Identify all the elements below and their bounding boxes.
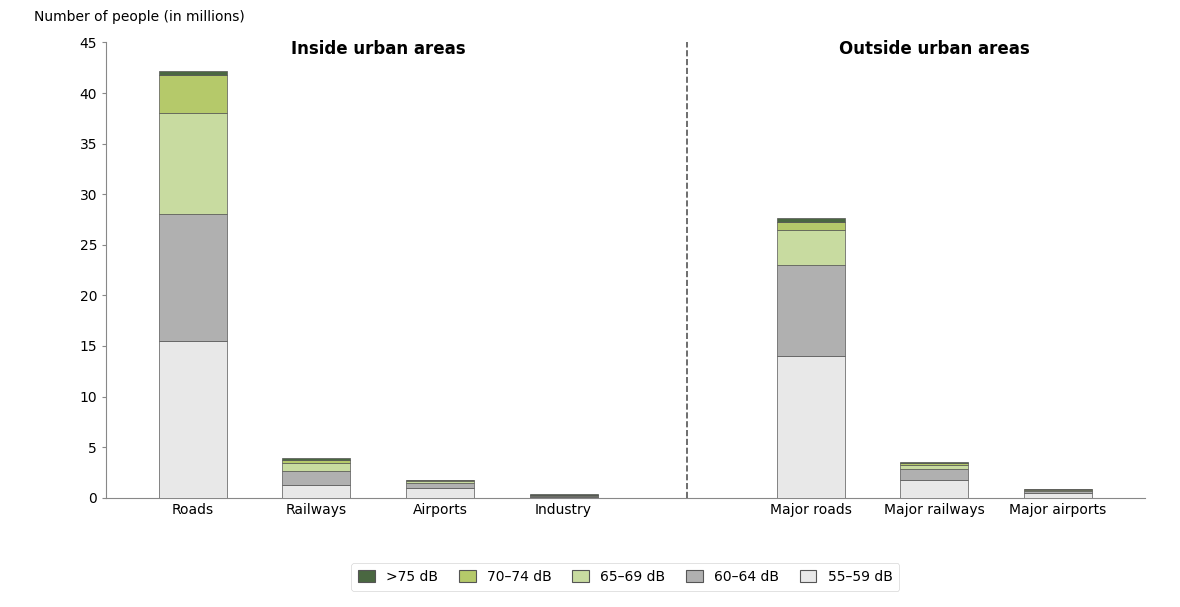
Bar [530, 496, 597, 497]
Bar [776, 356, 845, 498]
Bar [776, 222, 845, 229]
Text: Number of people (in millions): Number of people (in millions) [33, 10, 244, 24]
Bar [282, 458, 350, 460]
Text: Inside urban areas: Inside urban areas [290, 39, 465, 58]
Bar [406, 487, 474, 498]
Bar [776, 229, 845, 265]
Bar [159, 71, 227, 75]
Bar [1024, 493, 1092, 498]
Bar [159, 75, 227, 114]
Bar [900, 463, 969, 466]
Bar [776, 217, 845, 222]
Bar [776, 265, 845, 356]
Bar [900, 466, 969, 469]
Bar [900, 480, 969, 498]
Bar [406, 481, 474, 483]
Bar [282, 463, 350, 472]
Bar [530, 497, 597, 498]
Bar [159, 341, 227, 498]
Bar [900, 469, 969, 480]
Bar [406, 483, 474, 487]
Bar [159, 214, 227, 341]
Text: Outside urban areas: Outside urban areas [839, 39, 1030, 58]
Bar [282, 484, 350, 498]
Bar [282, 460, 350, 463]
Bar [1024, 490, 1092, 493]
Bar [282, 472, 350, 484]
Bar [159, 114, 227, 214]
Legend: >75 dB, 70–74 dB, 65–69 dB, 60–64 dB, 55–59 dB: >75 dB, 70–74 dB, 65–69 dB, 60–64 dB, 55… [352, 563, 899, 591]
